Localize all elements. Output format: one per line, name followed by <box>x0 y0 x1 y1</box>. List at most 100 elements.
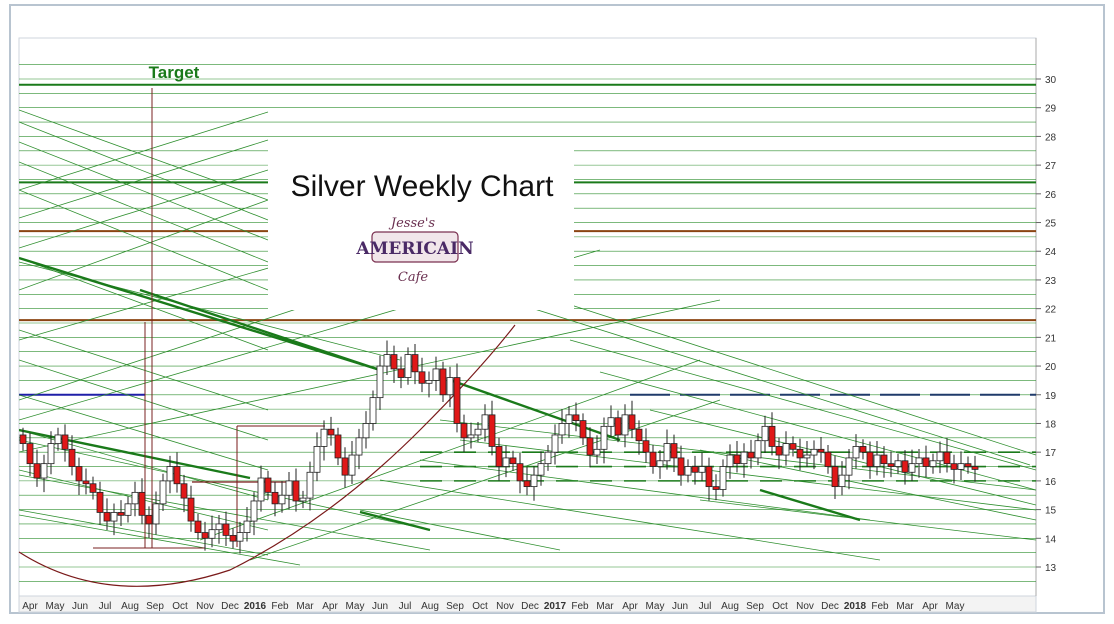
candle-body <box>278 494 286 505</box>
trend-line <box>19 111 269 191</box>
jesse-americain-cafe-logo: Jesse's AMERICAIN Cafe <box>355 216 473 285</box>
candle-body <box>908 463 916 473</box>
candle-body <box>607 417 615 427</box>
candle-body <box>362 423 370 439</box>
candle-body <box>950 463 958 470</box>
candle-body <box>26 443 34 465</box>
candle-body <box>635 428 643 442</box>
candle-body <box>271 491 279 505</box>
candle-body <box>19 434 27 444</box>
candle-body <box>103 512 111 522</box>
candle-body <box>313 446 321 473</box>
candle-body <box>453 377 461 424</box>
x-tick-label: Dec <box>521 601 539 612</box>
trend-line <box>379 479 881 561</box>
x-tick-label: Apr <box>22 601 38 612</box>
candle-body <box>831 466 839 488</box>
candle-body <box>845 457 853 476</box>
candle-body <box>894 460 902 467</box>
candle-body <box>369 397 377 424</box>
trend-line <box>19 199 269 291</box>
x-tick-label: Oct <box>772 601 788 612</box>
cup-arc <box>18 324 516 587</box>
candle-body <box>460 423 468 439</box>
candle-body <box>796 448 804 459</box>
candle-body <box>432 368 440 381</box>
candle-body <box>964 463 972 467</box>
candle-body <box>712 486 720 490</box>
candle-body <box>572 414 580 422</box>
y-tick-label: 22 <box>1045 305 1057 316</box>
y-tick-label: 24 <box>1045 247 1057 258</box>
candle-body <box>110 512 118 522</box>
candle-body <box>411 354 419 373</box>
candle-body <box>89 483 97 493</box>
candle-body <box>957 463 965 470</box>
y-tick-label: 14 <box>1045 534 1057 545</box>
y-tick-label: 21 <box>1045 333 1057 344</box>
svg-text:AMERICAIN: AMERICAIN <box>355 239 473 259</box>
x-tick-label: Apr <box>622 601 638 612</box>
y-tick-label: 30 <box>1045 75 1057 86</box>
major-trend-line <box>359 510 431 532</box>
candle-body <box>943 451 951 465</box>
y-tick-label: 17 <box>1045 448 1057 459</box>
candle-body <box>467 434 475 439</box>
chart-title: Silver Weekly Chart <box>291 170 555 203</box>
y-axis-ticks: 13 14 15 16 17 18 19 20 21 22 23 24 25 26 27 28 29 30 <box>1036 75 1057 574</box>
candle-body <box>873 454 881 467</box>
trend-line <box>19 189 269 291</box>
candle-body <box>649 451 657 467</box>
candle-body <box>684 466 692 476</box>
candle-body <box>537 463 545 476</box>
trend-line <box>19 509 269 556</box>
candle-body <box>439 368 447 396</box>
candle-body <box>187 497 195 522</box>
y-tick-label: 27 <box>1045 161 1057 172</box>
candle-body <box>138 491 146 516</box>
x-tick-label: Mar <box>896 601 914 612</box>
x-tick-label: Mar <box>296 601 314 612</box>
trend-line <box>19 439 431 531</box>
trend-line <box>699 499 1036 541</box>
candle-body <box>54 434 62 444</box>
x-tick-label: Sep <box>146 601 164 612</box>
candle-body <box>698 466 706 473</box>
trend-line <box>19 474 431 551</box>
candle-body <box>341 457 349 476</box>
candle-body <box>383 354 391 367</box>
candle-body <box>320 428 328 447</box>
x-axis-band <box>18 595 1037 613</box>
candle-body <box>474 428 482 436</box>
x-tick-label: Nov <box>196 601 214 612</box>
trend-line <box>19 121 269 221</box>
y-tick-label: 26 <box>1045 190 1057 201</box>
candle-body <box>733 454 741 465</box>
trend-line <box>649 409 1036 506</box>
major-trend-line <box>139 288 381 372</box>
x-tick-label: May <box>346 601 365 612</box>
major-trend-line <box>449 378 621 442</box>
trend-line <box>19 169 269 249</box>
candle-body <box>670 443 678 459</box>
candle-body <box>614 417 622 436</box>
x-tick-label: Feb <box>571 601 589 612</box>
major-trend-line <box>759 488 861 522</box>
x-tick-label: 2018 <box>844 601 867 612</box>
candle-body <box>131 491 139 505</box>
candle-body <box>516 463 524 482</box>
y-tick-label: 13 <box>1045 563 1057 574</box>
trend-line <box>359 509 561 551</box>
candle-body <box>299 497 307 502</box>
candle-body <box>222 523 230 536</box>
trend-line <box>19 141 269 241</box>
candle-body <box>404 354 412 378</box>
candle-body <box>530 474 538 488</box>
candle-body <box>810 448 818 456</box>
plot-area <box>18 37 1037 597</box>
candle-body <box>642 440 650 453</box>
candle-body <box>838 474 846 488</box>
candle-body <box>481 414 489 430</box>
major-trend-line <box>19 256 381 372</box>
candle-body <box>194 520 202 533</box>
